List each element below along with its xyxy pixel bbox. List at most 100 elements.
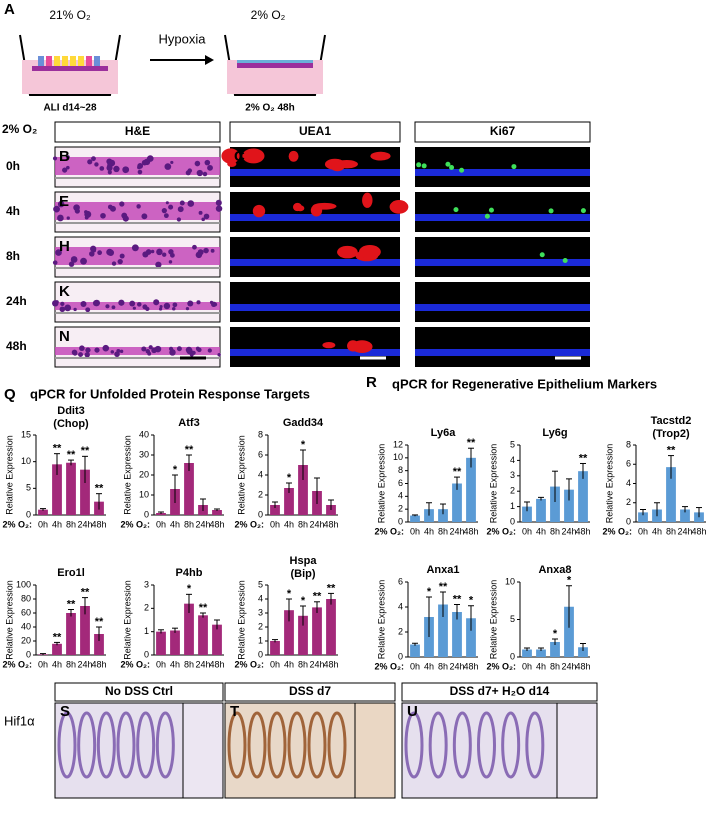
nucleus [172,307,176,311]
stain [511,164,517,170]
nucleus [117,258,123,265]
micrograph: O [230,327,400,367]
x-axis-label: 2% O₂: [2,659,32,669]
column-header-box [414,121,591,143]
nucleus [201,217,205,222]
chart-title: Ddit3 [57,405,85,417]
chart-title: Anxa1 [426,564,459,576]
chart-subtitle: (Bip) [290,568,315,580]
nucleus [202,171,208,177]
bar [52,643,62,655]
micrograph: E [53,191,223,233]
nucleus [84,352,90,358]
y-axis-label: Relative Expression [488,444,498,524]
y-tick-label: 0 [398,651,403,661]
x-tick-label: 8h [550,661,560,671]
y-tick-label: 0 [144,509,149,519]
y-tick-label: 5 [258,579,263,589]
panel-letter: F [234,193,243,210]
y-axis-label: Relative Expression [122,435,132,515]
x-tick-label: 0h [410,526,420,536]
chart-title: Ero1l [57,567,85,579]
y-tick-label: 10 [139,489,149,499]
significance: * [427,586,432,598]
x-axis-label: 2% O₂: [486,661,516,671]
nucleus [137,163,144,169]
x-tick-label: 4h [652,526,662,536]
x-tick-label: 48h [691,526,706,536]
y-tick-label: 1 [510,501,515,511]
panel-letter: O [234,328,246,345]
error-bar [412,514,418,517]
nucleus [110,350,115,354]
nucleus [89,251,95,257]
panel-letter: C [234,148,245,165]
error-bar [552,470,558,502]
inset [556,702,598,799]
x-tick-label: 24h [449,661,464,671]
bar [578,471,588,522]
nucleus [72,351,78,356]
x-tick-label: 48h [323,659,338,669]
bar [550,486,560,522]
panel-letter: S [60,703,70,720]
stain [296,205,305,212]
error-bar [440,503,446,515]
x-tick-label: 48h [91,519,106,529]
bar [212,510,222,515]
nucleus [60,301,65,306]
y-axis-label: Relative Expression [488,580,498,660]
error-bar [200,498,206,511]
y-axis-label: Relative Expression [4,435,14,515]
x-tick-label: 48h [463,526,478,536]
nucleus [179,200,185,206]
significance: * [301,439,306,451]
stain [459,167,465,173]
panel-letter: P [419,328,429,345]
significance: ** [53,631,62,643]
transwell-left [19,34,121,96]
nucleus [87,159,93,165]
bar [452,483,462,522]
x-tick-label: 48h [463,661,478,671]
bar [522,506,532,522]
y-tick-label: 2 [510,486,515,496]
significance: ** [81,445,90,457]
chart-title: Gadd34 [283,417,324,429]
error-bar [426,596,432,637]
nucleus [78,352,83,358]
row-label: 0h [6,159,20,173]
x-tick-label: 4h [284,519,294,529]
micrograph-bg [415,147,590,187]
y-tick-label: 0 [258,649,263,659]
nucleus [52,260,58,265]
column-header: H&E [125,124,150,138]
chart-subtitle: (Trop2) [652,428,690,440]
y-tick-label: 2 [626,497,631,507]
nucleus [162,252,167,257]
oxygen-label: 2% O₂ [251,8,286,22]
chart-title: Hspa [290,555,318,567]
error-bar [172,474,178,503]
bar [638,512,648,522]
y-tick-label: 30 [139,449,149,459]
error-bar [552,638,558,645]
nucleus [52,156,58,161]
error-bar [566,585,572,628]
significance: * [469,595,474,607]
error-bar [68,459,74,466]
micrograph-bg [415,282,590,322]
significance: ** [185,444,194,456]
x-tick-label: 8h [184,519,194,529]
y-tick-label: 3 [144,579,149,589]
nucleus [137,302,142,307]
bar [156,631,166,655]
nucleus [165,201,169,205]
bar [298,465,308,515]
crypt [287,711,307,779]
epithelium [55,202,220,220]
bar [438,604,448,657]
x-tick-label: 48h [91,659,106,669]
bar [452,612,462,657]
micrograph: L [230,282,400,322]
